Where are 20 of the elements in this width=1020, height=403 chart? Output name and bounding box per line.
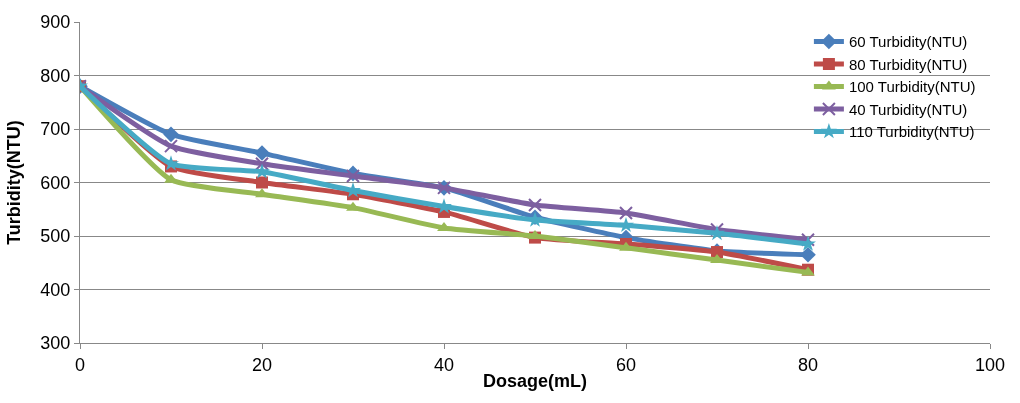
- x-tick-label: 60: [615, 354, 637, 375]
- y-tick-label: 500: [40, 226, 71, 247]
- legend-label: 110 Turbidity(NTU): [848, 123, 975, 141]
- x-tick-label: 0: [74, 354, 86, 375]
- y-tick-label: 700: [40, 119, 71, 140]
- legend-label: 80 Turbidity(NTU): [848, 55, 968, 73]
- y-axis-title: Turbidity(NTU): [3, 120, 24, 245]
- x-tick-label: 20: [251, 354, 273, 375]
- x-tick-label: 80: [797, 354, 819, 375]
- legend-label: 60 Turbidity(NTU): [848, 33, 968, 51]
- x-axis-title: Dosage(mL): [482, 370, 588, 391]
- y-tick-label: 400: [40, 279, 71, 300]
- y-tick-label: 900: [40, 12, 71, 33]
- x-tick-label: 100: [974, 354, 1006, 375]
- y-tick-label: 600: [40, 172, 71, 193]
- legend-label: 40 Turbidity(NTU): [848, 100, 968, 118]
- x-tick-label: 40: [433, 354, 455, 375]
- legend-label: 100 Turbidity(NTU): [848, 78, 976, 96]
- y-tick-label: 300: [40, 333, 71, 354]
- y-tick-label: 800: [40, 65, 71, 86]
